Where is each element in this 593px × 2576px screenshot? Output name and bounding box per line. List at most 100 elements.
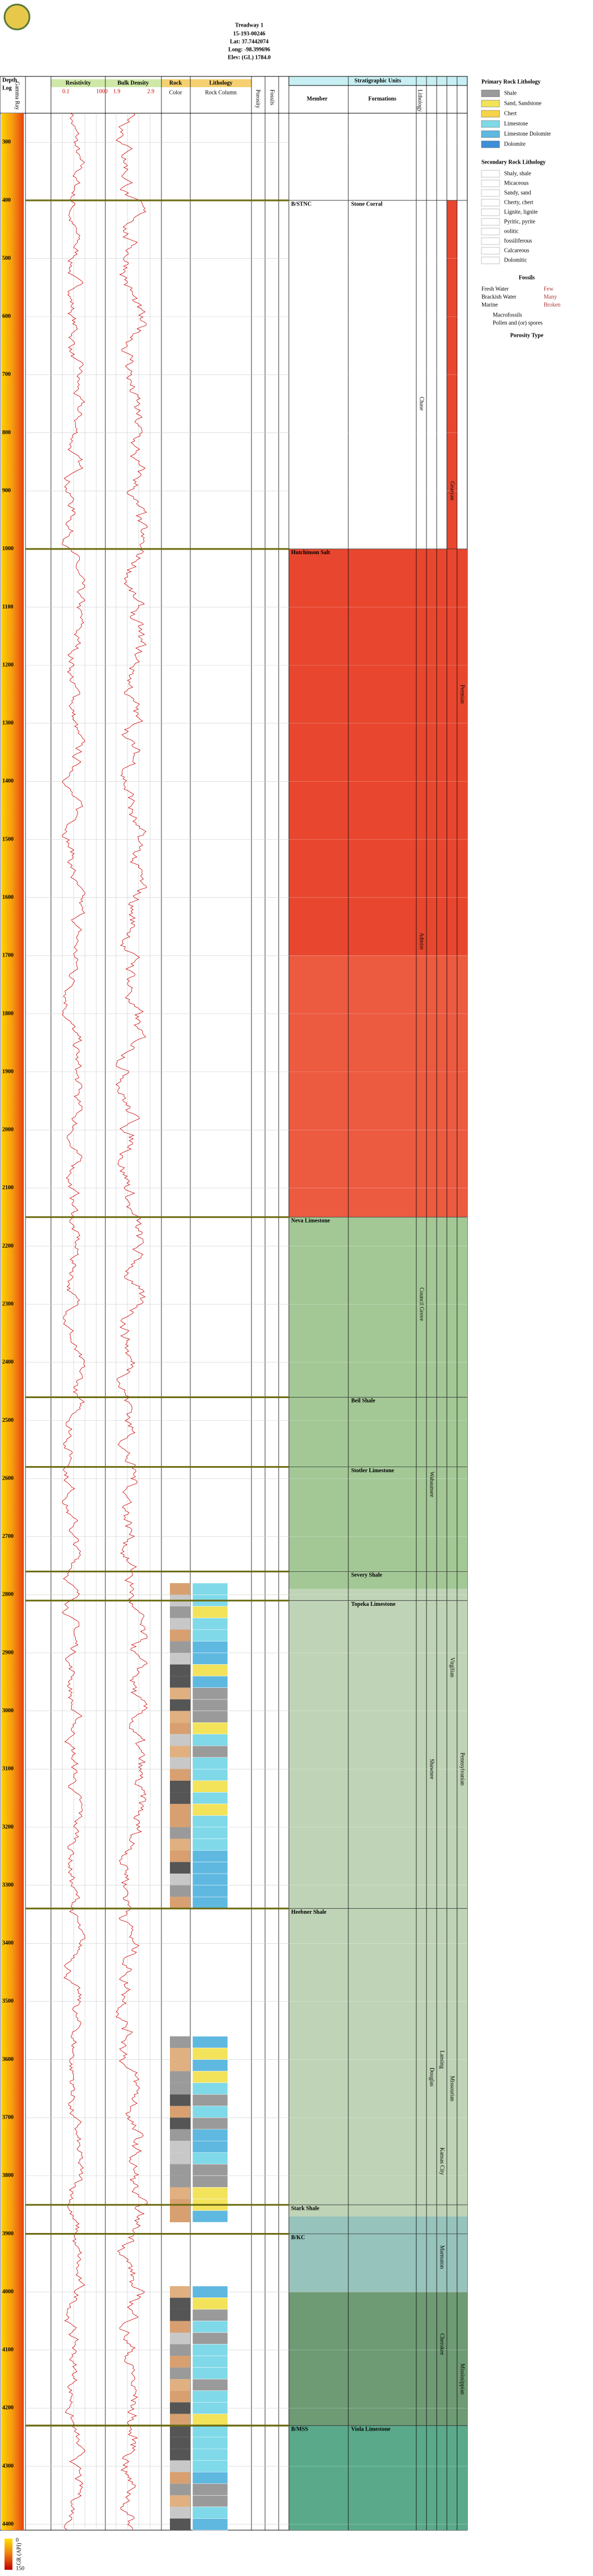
rock-color xyxy=(170,2309,190,2321)
rock-column xyxy=(192,1757,228,1769)
unit-name: B/MSS xyxy=(291,2427,308,2433)
rock-color xyxy=(170,2518,190,2530)
rock-color xyxy=(170,1874,190,1885)
depth-label: 300 xyxy=(2,139,11,145)
rock-column xyxy=(192,2152,228,2164)
rock-column xyxy=(192,2117,228,2130)
rock-column xyxy=(192,2367,228,2380)
rock-column xyxy=(192,2094,228,2106)
legend-item: Few xyxy=(544,286,554,292)
rock-color xyxy=(170,2495,190,2507)
rock-color xyxy=(170,1606,190,1618)
rock-column xyxy=(192,2187,228,2200)
colorbar-min: 0 xyxy=(16,2537,19,2543)
rock-color xyxy=(170,1769,190,1781)
depth-label: 2900 xyxy=(2,1649,14,1656)
legend-swatch xyxy=(481,228,500,235)
legend-swatch xyxy=(481,247,500,255)
rock-column xyxy=(192,2071,228,2083)
rock-column xyxy=(192,2175,228,2188)
rock-color xyxy=(170,1780,190,1793)
group-label: Gearyan xyxy=(449,481,455,500)
depth-label: 1000 xyxy=(2,546,14,552)
rock-color xyxy=(170,1838,190,1851)
rock-color xyxy=(170,2414,190,2426)
rock-column xyxy=(192,2437,228,2449)
legend-item: Limestone xyxy=(504,121,528,127)
group-label: Shawnee xyxy=(429,1759,435,1780)
rock-color xyxy=(170,2506,190,2519)
gamma-strip xyxy=(1,113,24,2530)
group-label: Cherokee xyxy=(439,2333,445,2355)
depth-label: 900 xyxy=(2,487,11,494)
depth-label: 3900 xyxy=(2,2231,14,2237)
depth-label: 3500 xyxy=(2,1998,14,2004)
res-max: 1000 xyxy=(96,88,108,95)
legend-swatch xyxy=(481,170,500,178)
rock-color xyxy=(170,2286,190,2298)
unit-name: Viola Limestone xyxy=(351,2427,391,2433)
rock-column xyxy=(192,2286,228,2298)
rock-color xyxy=(170,2071,190,2083)
legend-item: oolitic xyxy=(504,228,519,234)
header-line: Lat: 37.7442074 xyxy=(230,38,268,45)
depth-label: 3000 xyxy=(2,1708,14,1714)
group-label: Permian xyxy=(459,685,466,704)
permian-strip xyxy=(447,200,457,549)
rock-color xyxy=(170,1850,190,1862)
legend-item: fossiliferous xyxy=(504,238,532,244)
depth-label: 1900 xyxy=(2,1069,14,1075)
rock-column xyxy=(192,2355,228,2368)
rock-column xyxy=(192,1722,228,1735)
depth-label: 1400 xyxy=(2,778,14,785)
depth-label: 3600 xyxy=(2,2056,14,2063)
group-label: Virgilian xyxy=(449,1657,455,1677)
rock-column xyxy=(192,2141,228,2153)
legend-swatch xyxy=(481,89,500,97)
legend-item: Limestone Dolomite xyxy=(504,131,551,137)
rock-color xyxy=(170,1734,190,1746)
rock-color xyxy=(170,1630,190,1641)
legend-title: Porosity Type xyxy=(510,332,544,338)
rock-color xyxy=(170,1722,190,1734)
rock-column xyxy=(192,2106,228,2118)
group-label: Pennsylvanian xyxy=(459,1752,466,1785)
strat-band xyxy=(289,548,467,956)
depth-label: 2700 xyxy=(2,1533,14,1540)
rock-color xyxy=(170,2141,190,2153)
rock-color xyxy=(170,2333,190,2344)
legend-swatch xyxy=(481,100,500,108)
rock-column xyxy=(192,2129,228,2141)
rock-color xyxy=(170,2379,190,2391)
h-group: Lithology xyxy=(417,89,423,112)
rock-color xyxy=(170,2449,190,2461)
dens-min: 1.9 xyxy=(113,88,121,95)
strat-band xyxy=(289,1217,467,1589)
rock-color xyxy=(170,1618,190,1630)
res-min: 0.1 xyxy=(62,88,70,95)
rock-column xyxy=(192,2495,228,2508)
colorbar xyxy=(5,2539,12,2570)
depth-label: 3700 xyxy=(2,2115,14,2121)
group-label: Mississippian xyxy=(459,2364,466,2395)
rock-column xyxy=(192,2425,228,2438)
rock-color xyxy=(170,2472,190,2484)
unit-name: Heebner Shale xyxy=(291,1909,327,1915)
legend-swatch xyxy=(481,237,500,245)
header-line: Elev: (GL) 1784.0 xyxy=(228,54,271,61)
rock-color xyxy=(170,2321,190,2333)
depth-label: 1200 xyxy=(2,662,14,668)
h-depth: Depth xyxy=(2,77,18,83)
strat-band xyxy=(289,2425,467,2530)
legend-item: Sand, Sandstone xyxy=(504,100,542,106)
rock-column xyxy=(192,2414,228,2426)
rock-color xyxy=(170,2059,190,2072)
strat-band xyxy=(289,1589,467,2217)
rock-color xyxy=(170,2118,190,2129)
rock-column xyxy=(192,2378,228,2391)
rock-color xyxy=(170,2298,190,2309)
depth-label: 4000 xyxy=(2,2288,14,2295)
rock-column xyxy=(192,1862,228,1874)
rock-color xyxy=(170,2175,190,2188)
